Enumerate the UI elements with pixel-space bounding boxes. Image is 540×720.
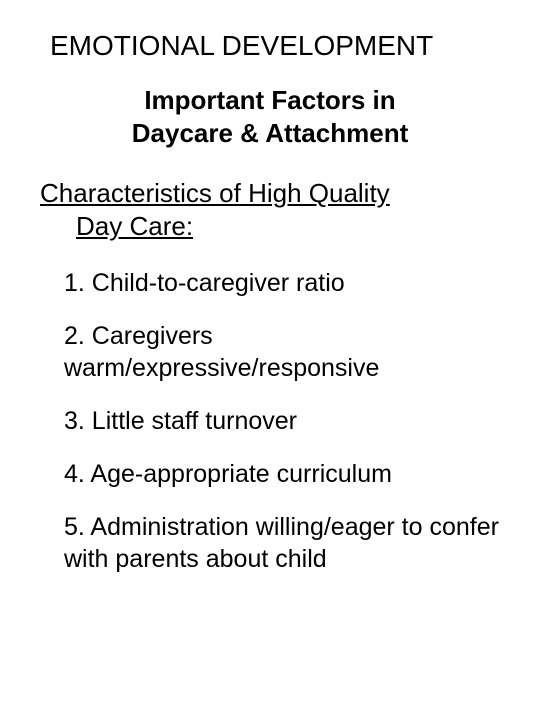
characteristics-list: 1. Child-to-caregiver ratio 2. Caregiver… <box>40 268 500 575</box>
section-heading: Characteristics of High Quality Day Care… <box>40 177 500 242</box>
item-text: Administration willing/eager to confer w… <box>64 513 499 572</box>
section-heading-line2: Day Care: <box>40 210 500 243</box>
item-text: Little staff turnover <box>92 407 297 435</box>
list-item: 2. Caregivers warm/expressive/responsive <box>64 321 500 384</box>
list-item: 1. Child-to-caregiver ratio <box>64 268 500 299</box>
item-number: 2. <box>64 322 92 350</box>
item-text: Age-appropriate curriculum <box>90 460 392 488</box>
item-text: Caregivers warm/expressive/responsive <box>64 322 379 381</box>
item-number: 4. <box>64 460 90 488</box>
item-number: 3. <box>64 407 92 435</box>
item-text: Child-to-caregiver ratio <box>92 269 345 297</box>
item-number: 5. <box>64 513 90 541</box>
list-item: 5. Administration willing/eager to confe… <box>64 512 500 575</box>
section-heading-line1: Characteristics of High Quality <box>40 178 390 208</box>
list-item: 4. Age-appropriate curriculum <box>64 459 500 490</box>
list-item: 3. Little staff turnover <box>64 406 500 437</box>
item-number: 1. <box>64 269 92 297</box>
main-title: EMOTIONAL DEVELOPMENT <box>50 30 500 62</box>
slide-page: EMOTIONAL DEVELOPMENT Important Factors … <box>0 0 540 720</box>
subtitle: Important Factors in Daycare & Attachmen… <box>110 84 430 149</box>
